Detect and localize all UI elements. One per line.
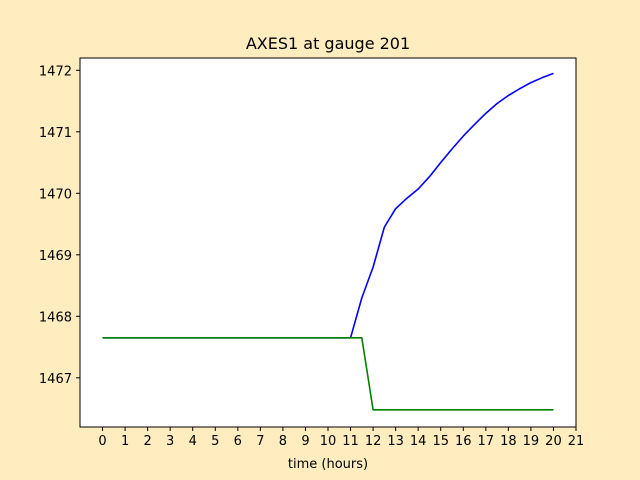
x-tick-label: 3 bbox=[166, 434, 174, 449]
x-tick-label: 2 bbox=[143, 434, 151, 449]
x-tick-label: 17 bbox=[478, 434, 495, 449]
x-ticks: 0 1 2 3 4 5 6 7 8 9 10 11 12 13 14 15 16 17 18 19 20 21 bbox=[98, 427, 584, 449]
y-tick-label: 1467 bbox=[39, 372, 72, 387]
x-tick-label: 14 bbox=[410, 434, 427, 449]
series-layer bbox=[102, 72, 554, 411]
x-tick-label: 0 bbox=[98, 434, 106, 449]
x-tick-label: 12 bbox=[365, 434, 382, 449]
x-tick-label: 8 bbox=[279, 434, 287, 449]
y-ticks: 1467 1468 1469 1470 1471 1472 bbox=[39, 64, 80, 387]
x-tick-label: 21 bbox=[568, 434, 585, 449]
y-tick-label: 1468 bbox=[39, 310, 72, 325]
y-tick-label: 1472 bbox=[39, 64, 72, 79]
x-tick-label: 5 bbox=[211, 434, 219, 449]
x-tick-label: 15 bbox=[432, 434, 449, 449]
x-tick-label: 1 bbox=[121, 434, 129, 449]
y-tick-label: 1471 bbox=[39, 126, 72, 141]
plot-area bbox=[80, 58, 576, 427]
series-line-2 bbox=[102, 337, 554, 411]
x-axis-label: time (hours) bbox=[288, 457, 368, 472]
chart-title: AXES1 at gauge 201 bbox=[246, 34, 410, 53]
x-tick-label: 11 bbox=[342, 434, 359, 449]
x-tick-label: 20 bbox=[545, 434, 562, 449]
x-tick-label: 19 bbox=[523, 434, 540, 449]
x-tick-label: 9 bbox=[301, 434, 309, 449]
y-tick-label: 1469 bbox=[39, 249, 72, 264]
series-line-1 bbox=[102, 72, 554, 339]
x-tick-label: 18 bbox=[500, 434, 517, 449]
x-tick-label: 13 bbox=[387, 434, 404, 449]
y-tick-label: 1470 bbox=[39, 187, 72, 202]
x-tick-label: 6 bbox=[234, 434, 242, 449]
x-tick-label: 7 bbox=[256, 434, 264, 449]
x-tick-label: 10 bbox=[320, 434, 337, 449]
x-tick-label: 16 bbox=[455, 434, 472, 449]
x-tick-label: 4 bbox=[189, 434, 197, 449]
